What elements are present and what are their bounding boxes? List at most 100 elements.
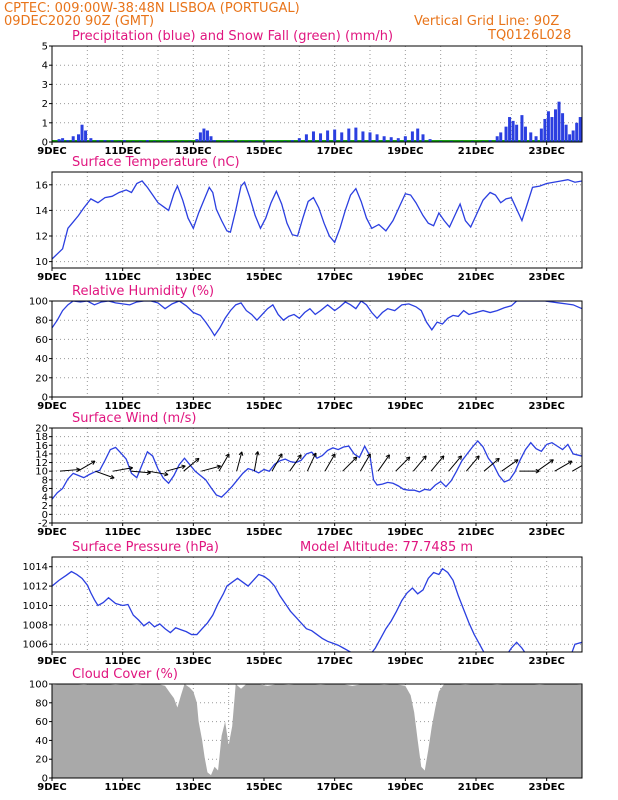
cloud-title: Cloud Cover (%) (72, 667, 178, 682)
y-tick-label: 12 (35, 458, 48, 469)
wind-arrow (130, 470, 151, 474)
y-tick-label: 40 (35, 736, 48, 747)
y-tick-label: 20 (35, 424, 48, 435)
precip-bar (96, 140, 100, 142)
wind-arrow (271, 453, 283, 472)
x-tick-label: 21DEC (458, 401, 494, 412)
wind-arrow-head (216, 464, 221, 467)
wind-arrow (572, 465, 582, 472)
precip-bar (89, 138, 93, 142)
wind-arrow (395, 456, 411, 472)
precip-bar (575, 122, 579, 142)
wind-arrow-head (495, 457, 500, 460)
precip-bar (234, 140, 238, 142)
wind-arrow-head (278, 453, 283, 457)
precip-frame (51, 45, 583, 143)
cloud-panel: 0 20 40 60 80 100 9DEC 11DEC 13DEC 15DEC 17DEC 19DE… (29, 680, 583, 793)
precip-bar (504, 126, 508, 142)
wind-arrow (465, 455, 480, 472)
precip-bar (213, 140, 217, 142)
model-altitude: Model Altitude: 77.7485 m (300, 540, 473, 555)
wind-arrow (359, 453, 371, 472)
wind-arrow-head (146, 470, 151, 474)
precip-bar (571, 130, 575, 142)
wind-arrow (536, 459, 554, 472)
precip-bar (523, 126, 527, 142)
wind-arrow-head (238, 451, 243, 456)
temp-title: Surface Temperature (nC) (72, 155, 240, 170)
rh-series (52, 301, 582, 337)
wind-arrow-head (257, 451, 260, 456)
wind-arrow-head (366, 453, 371, 457)
y-tick-label: 4 (42, 493, 48, 504)
x-tick-label: 19DEC (387, 146, 423, 157)
y-tick-label: 5 (42, 42, 48, 53)
y-tick-label: 16 (35, 180, 48, 191)
wind-arrow (165, 465, 186, 472)
precip-bar (520, 115, 524, 142)
cloud-frame (51, 683, 583, 779)
model-code: TQ0126L028 (487, 28, 571, 43)
precip-bar (557, 101, 561, 142)
x-tick-label: 21DEC (458, 527, 494, 538)
temp-frame (51, 171, 583, 269)
wind-arrow-head (128, 465, 133, 469)
x-tick-label: 23DEC (528, 272, 564, 283)
x-tick-label: 21DEC (458, 272, 494, 283)
y-tick-label: 0 (42, 138, 48, 149)
precip-bar (340, 132, 344, 142)
precip-bar (403, 136, 407, 142)
x-tick-label: 17DEC (316, 527, 352, 538)
precip-bar (354, 127, 358, 142)
y-tick-label: 16 (35, 441, 48, 452)
x-tick-label: 19DEC (387, 782, 423, 793)
wind-arrow-head (217, 465, 221, 470)
precip-bar (561, 113, 565, 142)
wind-arrow (77, 460, 96, 472)
x-tick-label: 9DEC (37, 527, 66, 538)
y-tick-label: 10 (35, 257, 48, 268)
precip-bar (375, 134, 379, 142)
precip-bar (421, 134, 425, 142)
wind-arrow-head (164, 471, 169, 476)
wind-arrow-head (352, 456, 357, 459)
wind-arrow-head (331, 453, 336, 457)
precip-bar (550, 117, 554, 142)
wind-arrow-head (92, 460, 96, 465)
x-tick-label: 19DEC (387, 527, 423, 538)
pressure-panel: 1006 1008 1010 1012 1014 9DEC 11DEC 13DEC 15DEC 1… (23, 556, 583, 667)
y-tick-label: 0 (42, 774, 48, 785)
wind-arrow (554, 460, 573, 472)
wind-arrow (412, 455, 427, 472)
y-tick-label: 100 (29, 297, 48, 308)
cloud-series (52, 684, 582, 778)
wind-arrow (324, 453, 336, 472)
y-tick-label: 4 (42, 61, 48, 72)
precip-bar (543, 118, 547, 142)
wind-arrow (201, 465, 221, 472)
y-tick-label: 3 (42, 80, 48, 91)
y-tick-label: 60 (35, 335, 48, 346)
wind-arrow (342, 456, 358, 472)
wind-arrow (95, 470, 115, 479)
y-tick-label: 1006 (23, 640, 48, 651)
rh-title: Relative Humidity (%) (72, 284, 214, 299)
precip-bar (416, 128, 420, 142)
precip-bar (511, 120, 515, 142)
y-tick-label: 2 (42, 99, 48, 110)
x-tick-label: 19DEC (387, 401, 423, 412)
precip-series (52, 101, 582, 142)
precip-bar (564, 124, 568, 142)
precip-bar (122, 140, 126, 142)
y-tick-label: 18 (35, 432, 48, 443)
x-tick-label: 11DEC (104, 146, 140, 157)
wind-arrow-head (312, 452, 317, 456)
wind-frame (51, 427, 583, 524)
wind-arrow-head (297, 454, 302, 458)
y-tick-label: 1010 (23, 601, 48, 612)
wind-arrow (59, 468, 80, 472)
pressure-line (52, 567, 582, 652)
y-tick-label: 0 (42, 510, 48, 521)
precip-bar (568, 134, 572, 142)
